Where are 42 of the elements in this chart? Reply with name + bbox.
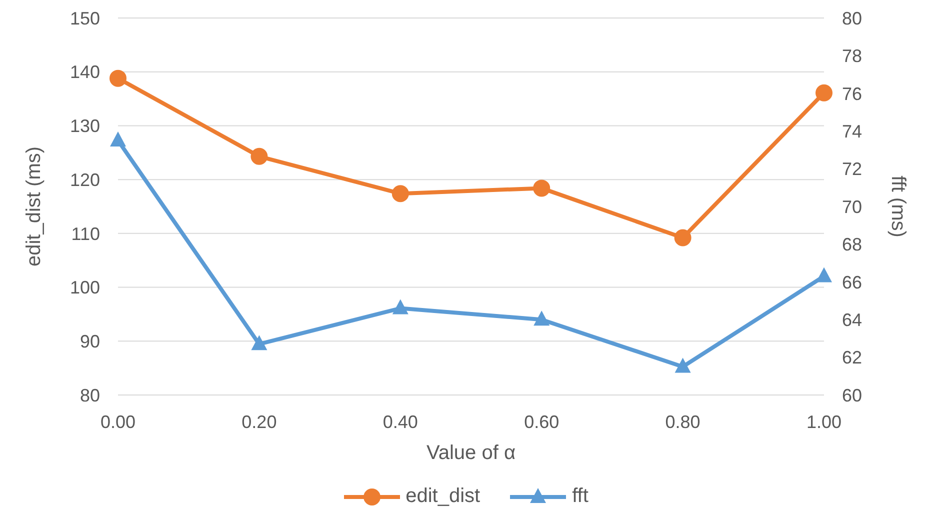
y-tick-label: 110: [71, 224, 100, 244]
point: [674, 229, 692, 246]
y-tick-label: 130: [70, 116, 100, 136]
y2-tick-label: 70: [842, 196, 862, 217]
point: [250, 148, 268, 165]
x-tick-label: 0.60: [524, 412, 560, 432]
x-tick-label: 1.00: [806, 412, 842, 432]
y2-tick-label: 60: [842, 385, 862, 406]
point: [674, 358, 691, 373]
x-tick-label: 0.00: [100, 412, 136, 432]
point: [534, 310, 550, 326]
y2-tick-label: 72: [842, 159, 862, 180]
point: [110, 132, 126, 147]
point: [392, 185, 409, 202]
y2-tick-label: 68: [842, 234, 862, 255]
point: [251, 335, 268, 350]
y-axis-title: edit_dist (ms): [23, 146, 46, 267]
y2-tick-label: 64: [842, 310, 862, 330]
y-tick-label: 140: [70, 62, 100, 82]
point: [110, 70, 126, 87]
y-tick-label: 150: [70, 8, 100, 28]
y2-tick-label: 74: [842, 121, 862, 142]
x-tick-label: 0.20: [242, 412, 277, 432]
legend-label: edit_dist: [404, 485, 480, 508]
y2-tick-label: 66: [842, 272, 862, 292]
y2-tick-label: 62: [842, 348, 862, 368]
y2-tick-label: 80: [842, 8, 862, 28]
point: [392, 299, 408, 314]
y-tick-label: 100: [70, 278, 100, 298]
y2-tick-label: 78: [842, 46, 862, 66]
x-tick-label: 0.40: [382, 412, 418, 432]
x-tick-label: 0.80: [665, 412, 700, 432]
point: [816, 267, 832, 282]
point: [816, 84, 832, 102]
y-tick-label: 80: [80, 385, 100, 406]
point: [533, 180, 550, 197]
legend-label: fft: [571, 485, 588, 508]
y-tick-label: 90: [80, 332, 100, 352]
y2-axis-title: fft (ms): [886, 176, 909, 238]
y-tick-label: 120: [70, 170, 100, 190]
x-axis-title: Value of α: [426, 442, 516, 464]
y2-tick-label: 76: [842, 84, 862, 104]
